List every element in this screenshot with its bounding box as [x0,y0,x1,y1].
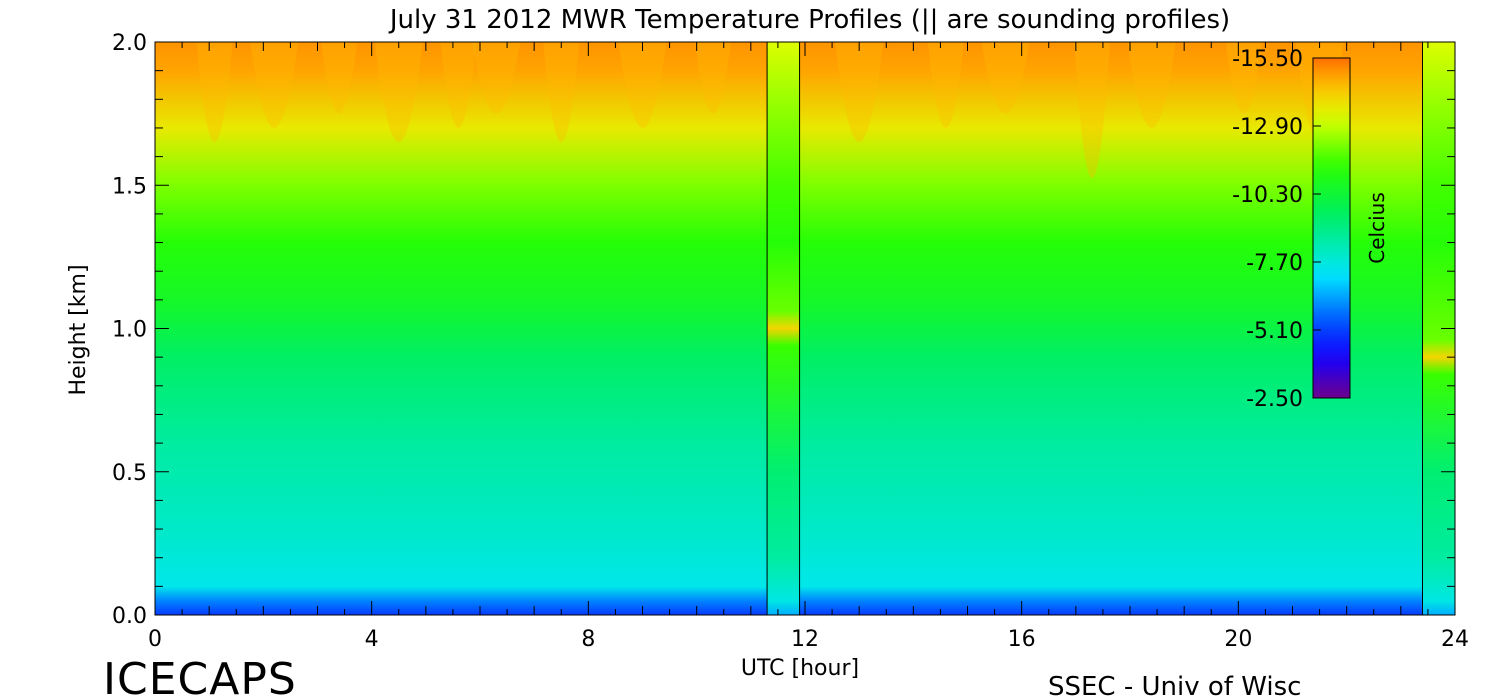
colorbar-tick-label: -12.90 [1232,115,1303,140]
temperature-ridge [981,42,1030,114]
colorbar-tick-label: -10.30 [1232,183,1303,208]
colorbar-tick-label: -5.10 [1246,319,1303,344]
temperature-ridge [1225,42,1262,114]
temperature-ridge [694,42,731,114]
temperature-ridge [321,42,358,114]
colorbar: -2.50 -5.10 -7.70 -10.30 -12.90 -15.50 Celciu… [1232,47,1389,412]
x-tick-label: 4 [365,627,379,652]
temperature-ridge [543,42,580,143]
chart-title: July 31 2012 MWR Temperature Profiles (|… [388,5,1230,35]
temperature-ridge [472,42,521,114]
colorbar-label: Celcius [1365,192,1389,263]
colorbar-tick-label: -15.50 [1232,47,1303,72]
temperature-ridge [250,42,299,128]
sounding-boundary-lines [766,42,1423,615]
temperature-ridge [1074,42,1111,179]
x-tick-label: 0 [148,627,162,652]
temperature-ridge [1127,42,1176,128]
colorbar-ticks: -2.50 -5.10 -7.70 -10.30 -12.90 -15.50 [1232,47,1321,412]
x-tick-label: 16 [1008,627,1036,652]
sounding-profile-1 [767,42,800,615]
y-tick-label: 0.5 [112,461,147,486]
icecaps-logo: ICECAPS [103,654,297,700]
x-tick-label: 20 [1224,627,1252,652]
colorbar-scale [1312,57,1351,399]
temperature-ridge [835,42,884,143]
x-tick-label: 12 [791,627,819,652]
heatmap-panel-left [155,42,768,615]
temperature-ridge [440,42,477,128]
x-axis: 0 4 8 12 16 20 24 [148,42,1469,652]
temperature-ridge [374,42,423,143]
x-tick-label: 24 [1441,627,1469,652]
temperature-ridge [618,42,667,128]
x-tick-label: 8 [581,627,595,652]
y-axis: 0.0 0.5 1.0 1.5 2.0 [112,31,1455,629]
y-tick-label: 1.5 [112,174,147,199]
colorbar-tick-label: -2.50 [1246,387,1303,412]
y-tick-label: 0.0 [112,604,147,629]
temperature-ridges [196,42,1344,179]
x-axis-label: UTC [hour] [741,656,859,681]
temperature-ridge [927,42,964,128]
colorbar-tick-label: -7.70 [1246,251,1303,276]
y-tick-label: 1.0 [112,318,147,343]
y-axis-label: Height [km] [66,264,91,395]
y-tick-label: 2.0 [112,31,147,56]
ssec-credit: SSEC - Univ of Wisc [1048,672,1301,700]
temperature-ridge [196,42,233,143]
